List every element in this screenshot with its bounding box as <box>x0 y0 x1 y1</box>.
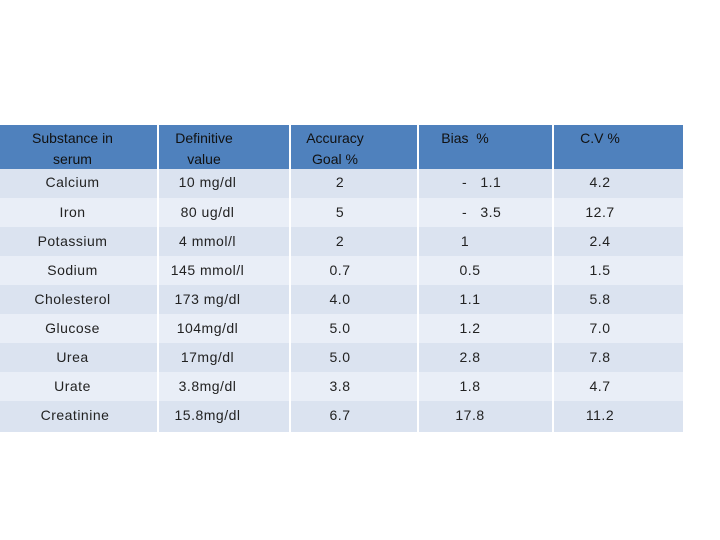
cell-goal: 5.0 <box>329 320 351 336</box>
cell-substance: Urea <box>56 349 89 365</box>
cell-goal: 2 <box>335 174 345 190</box>
header-cv: C.V % <box>580 130 620 146</box>
table-row <box>0 314 683 343</box>
cell-cv: 1.5 <box>589 262 611 278</box>
cell-value: 3.8mg/dl <box>178 378 237 394</box>
cell-goal: 2 <box>335 233 345 249</box>
table-header-bar <box>0 125 683 169</box>
cell-cv: 7.8 <box>589 349 611 365</box>
cell-bias: 0.5 <box>459 262 481 278</box>
cell-value: 10 mg/dl <box>178 174 237 190</box>
cell-value: 4 mmol/l <box>179 233 236 249</box>
cell-bias: 1 <box>460 233 470 249</box>
table-row <box>0 401 683 432</box>
cell-substance: Creatinine <box>40 407 110 423</box>
cell-bias: 17.8 <box>455 407 485 423</box>
cell-goal: 5.0 <box>329 349 351 365</box>
cell-value: 145 mmol/l <box>170 262 245 278</box>
cell-bias: 1.2 <box>459 320 481 336</box>
column-divider <box>552 125 554 432</box>
cell-bias: 2.8 <box>459 349 481 365</box>
cell-goal: 6.7 <box>329 407 351 423</box>
cell-cv: 12.7 <box>585 204 615 220</box>
cell-goal: 3.8 <box>329 378 351 394</box>
cell-cv: 4.7 <box>589 378 611 394</box>
cell-value: 173 mg/dl <box>174 291 241 307</box>
table-row <box>0 285 683 314</box>
cell-cv: 7.0 <box>589 320 611 336</box>
cell-goal: 5 <box>335 204 345 220</box>
cell-substance: Glucose <box>45 320 100 336</box>
header-definitive-value: Definitive value <box>175 130 233 167</box>
cell-substance: Potassium <box>37 233 108 249</box>
cell-bias: - 1.1 <box>462 174 502 190</box>
header-substance: Substance in serum <box>32 130 113 167</box>
cell-value: 80 ug/dl <box>180 204 235 220</box>
table-row <box>0 169 683 198</box>
cell-value: 104mg/dl <box>176 320 239 336</box>
cell-cv: 2.4 <box>589 233 611 249</box>
cell-goal: 4.0 <box>329 291 351 307</box>
cell-substance: Cholesterol <box>34 291 111 307</box>
column-divider <box>157 125 159 432</box>
cell-substance: Iron <box>59 204 86 220</box>
cell-cv: 5.8 <box>589 291 611 307</box>
cell-bias: - 3.5 <box>462 204 502 220</box>
column-divider <box>289 125 291 432</box>
table-row <box>0 372 683 401</box>
cell-cv: 11.2 <box>585 407 615 423</box>
cell-cv: 4.2 <box>589 174 611 190</box>
cell-value: 17mg/dl <box>180 349 235 365</box>
cell-value: 15.8mg/dl <box>174 407 241 423</box>
table-row <box>0 343 683 372</box>
table-row <box>0 256 683 285</box>
column-divider <box>417 125 419 432</box>
cell-substance: Urate <box>54 378 91 394</box>
header-bias: Bias % <box>441 130 489 146</box>
cell-substance: Calcium <box>45 174 100 190</box>
cell-bias: 1.8 <box>459 378 481 394</box>
table-row <box>0 198 683 227</box>
cell-substance: Sodium <box>47 262 98 278</box>
cell-goal: 0.7 <box>329 262 351 278</box>
header-accuracy-goal: Accuracy Goal % <box>306 130 364 167</box>
table-row <box>0 227 683 256</box>
cell-bias: 1.1 <box>459 291 481 307</box>
